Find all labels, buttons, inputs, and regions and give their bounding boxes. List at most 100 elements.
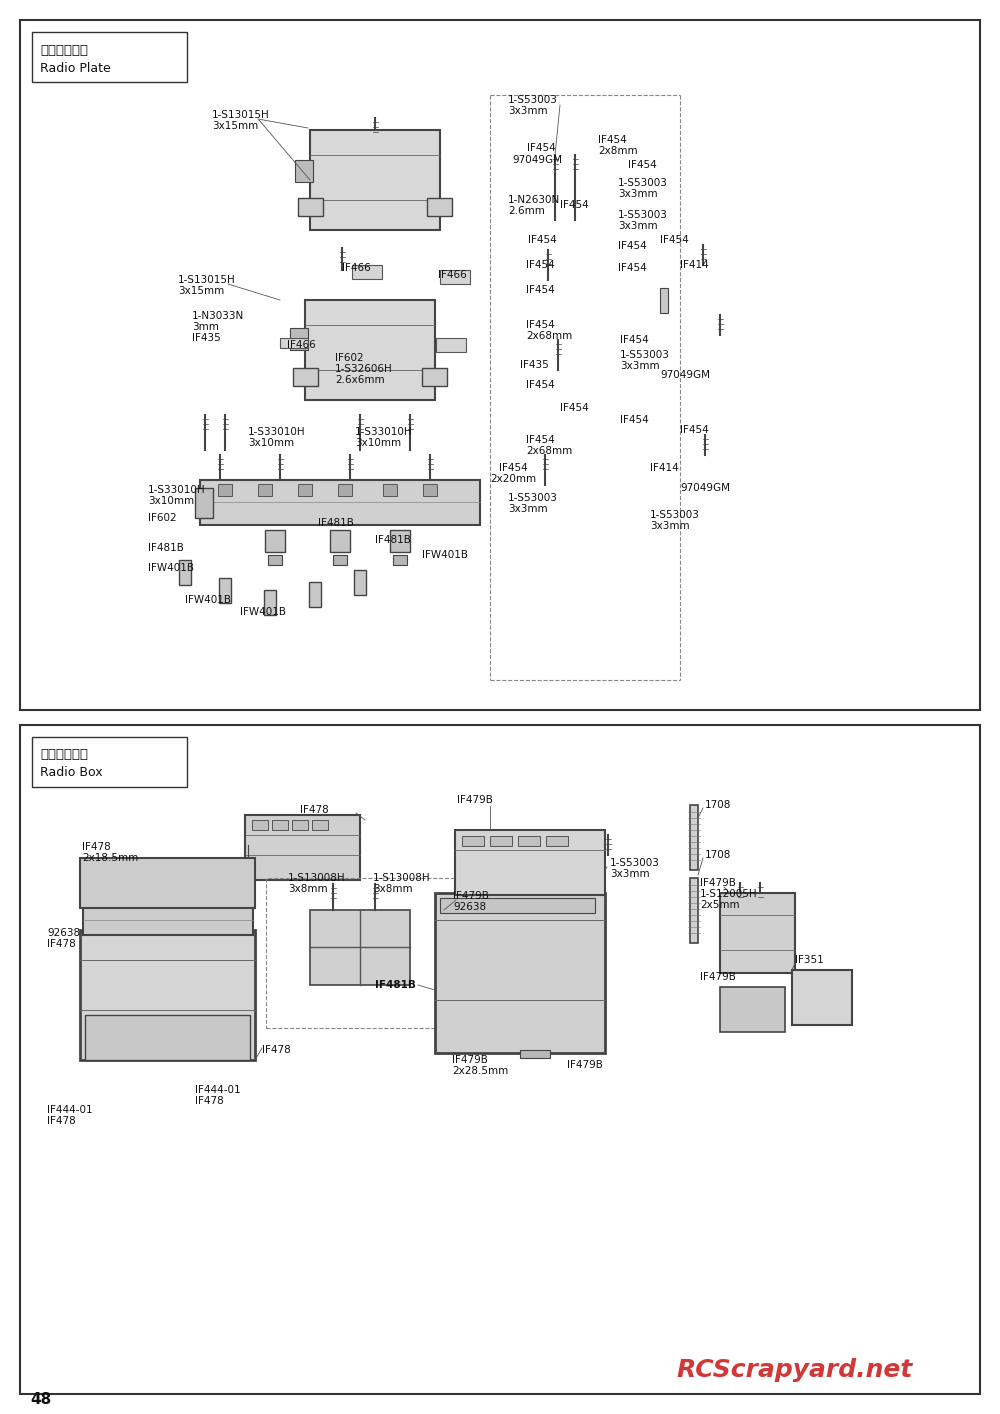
Circle shape bbox=[230, 940, 240, 950]
Circle shape bbox=[528, 287, 532, 293]
Circle shape bbox=[329, 880, 337, 888]
Text: 2x18.5mm: 2x18.5mm bbox=[82, 853, 138, 863]
Text: 1-N3033N: 1-N3033N bbox=[192, 311, 244, 321]
Text: IF454: IF454 bbox=[526, 286, 555, 296]
Circle shape bbox=[246, 498, 254, 506]
Text: 1708: 1708 bbox=[705, 850, 731, 860]
Bar bbox=[83, 905, 253, 935]
Text: IF602: IF602 bbox=[335, 354, 364, 363]
Bar bbox=[520, 1051, 550, 1058]
Circle shape bbox=[754, 455, 762, 464]
Circle shape bbox=[585, 905, 595, 915]
Text: IF454: IF454 bbox=[499, 462, 528, 474]
Bar bbox=[352, 264, 382, 279]
Text: 2x68mm: 2x68mm bbox=[526, 445, 572, 455]
Circle shape bbox=[558, 228, 562, 232]
Bar bbox=[266, 878, 456, 1028]
Text: 97049GM: 97049GM bbox=[512, 156, 562, 165]
Text: 1-S53003: 1-S53003 bbox=[508, 95, 558, 105]
Bar bbox=[252, 820, 268, 830]
Bar bbox=[179, 560, 191, 585]
Bar bbox=[293, 368, 318, 386]
Bar bbox=[264, 590, 276, 615]
Circle shape bbox=[95, 1017, 105, 1027]
Text: メカボックス: メカボックス bbox=[40, 748, 88, 761]
Bar bbox=[660, 288, 668, 312]
Circle shape bbox=[558, 165, 562, 171]
Text: IF351: IF351 bbox=[795, 954, 824, 964]
Bar bbox=[720, 987, 785, 1032]
Text: 1-N2630N: 1-N2630N bbox=[508, 195, 560, 205]
Bar bbox=[272, 820, 288, 830]
Circle shape bbox=[179, 554, 191, 566]
Circle shape bbox=[382, 283, 388, 288]
Text: IF478: IF478 bbox=[47, 1116, 76, 1126]
Text: 1-S33010H: 1-S33010H bbox=[148, 485, 206, 495]
Text: 2x8mm: 2x8mm bbox=[598, 146, 638, 156]
Circle shape bbox=[534, 177, 540, 182]
Circle shape bbox=[698, 393, 702, 397]
Circle shape bbox=[702, 300, 708, 304]
Bar bbox=[309, 583, 321, 607]
Circle shape bbox=[551, 151, 559, 158]
Text: 3x3mm: 3x3mm bbox=[508, 106, 548, 116]
Bar bbox=[440, 898, 595, 913]
Circle shape bbox=[426, 451, 434, 460]
Text: IF479B: IF479B bbox=[567, 1060, 603, 1070]
Circle shape bbox=[300, 372, 310, 382]
Text: IF466: IF466 bbox=[342, 263, 371, 273]
Text: IF414: IF414 bbox=[680, 260, 709, 270]
Bar bbox=[455, 830, 605, 895]
Bar bbox=[292, 820, 308, 830]
Circle shape bbox=[746, 273, 754, 281]
Text: 3x8mm: 3x8mm bbox=[288, 884, 328, 894]
Circle shape bbox=[633, 404, 643, 414]
Polygon shape bbox=[380, 280, 390, 293]
Text: Radio Box: Radio Box bbox=[40, 765, 103, 779]
Bar bbox=[393, 556, 407, 566]
Circle shape bbox=[443, 1035, 453, 1045]
Circle shape bbox=[309, 575, 321, 588]
Text: 1-S32606H: 1-S32606H bbox=[335, 363, 393, 373]
Text: IFW401B: IFW401B bbox=[185, 595, 231, 605]
Circle shape bbox=[700, 297, 710, 307]
Text: IF444-01: IF444-01 bbox=[47, 1104, 93, 1116]
Circle shape bbox=[691, 273, 699, 281]
Circle shape bbox=[731, 452, 739, 461]
Text: IF478: IF478 bbox=[82, 841, 111, 853]
Text: IF454: IF454 bbox=[618, 240, 647, 252]
Circle shape bbox=[528, 348, 532, 352]
Circle shape bbox=[370, 120, 380, 130]
Circle shape bbox=[354, 564, 366, 575]
Text: IF454: IF454 bbox=[527, 143, 556, 153]
Circle shape bbox=[435, 202, 445, 212]
Circle shape bbox=[525, 286, 535, 296]
Circle shape bbox=[165, 1085, 185, 1104]
Text: IF481B: IF481B bbox=[375, 534, 411, 544]
Circle shape bbox=[338, 245, 346, 252]
Circle shape bbox=[585, 1035, 595, 1045]
Circle shape bbox=[95, 940, 105, 950]
Circle shape bbox=[805, 980, 815, 990]
Text: 2x5mm: 2x5mm bbox=[700, 899, 740, 911]
Circle shape bbox=[443, 905, 453, 915]
Bar bbox=[280, 338, 308, 348]
Circle shape bbox=[360, 310, 370, 320]
Text: 2x20mm: 2x20mm bbox=[490, 474, 536, 484]
Text: 2x68mm: 2x68mm bbox=[526, 331, 572, 341]
Text: IF478: IF478 bbox=[300, 805, 329, 814]
Text: 3x10mm: 3x10mm bbox=[248, 438, 294, 448]
Circle shape bbox=[756, 880, 764, 887]
Circle shape bbox=[326, 498, 334, 506]
Circle shape bbox=[348, 283, 352, 287]
Circle shape bbox=[371, 115, 379, 122]
Circle shape bbox=[558, 447, 562, 452]
Text: IF479B: IF479B bbox=[452, 1055, 488, 1065]
Polygon shape bbox=[555, 400, 645, 419]
Bar bbox=[435, 894, 605, 1053]
Circle shape bbox=[699, 240, 707, 249]
Text: 3x15mm: 3x15mm bbox=[178, 286, 224, 296]
Circle shape bbox=[701, 431, 709, 438]
Circle shape bbox=[201, 411, 209, 419]
Circle shape bbox=[126, 887, 134, 894]
